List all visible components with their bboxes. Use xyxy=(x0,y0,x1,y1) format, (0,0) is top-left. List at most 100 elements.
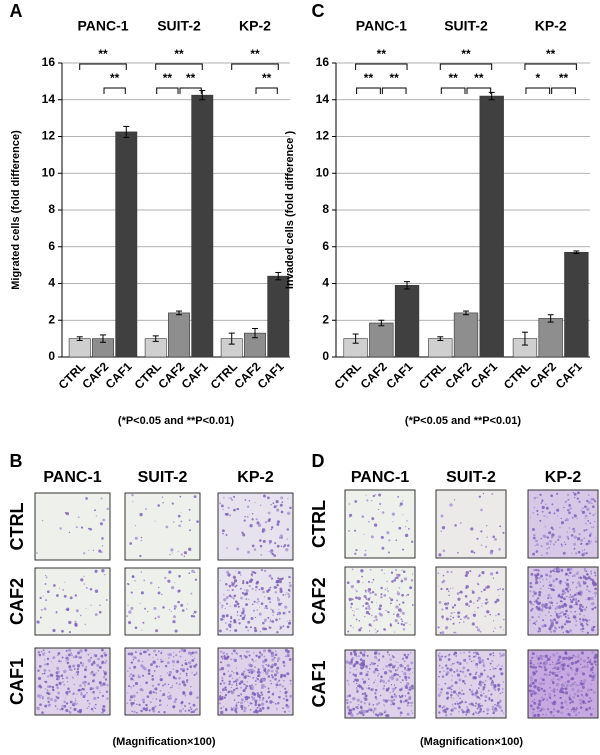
y-tick-label: 2 xyxy=(322,312,329,326)
stained-cell xyxy=(255,502,256,503)
stained-cell xyxy=(251,617,254,620)
stained-cell xyxy=(499,653,501,655)
stained-cell xyxy=(367,655,369,657)
stained-cell xyxy=(264,530,266,532)
stained-cell xyxy=(398,667,399,668)
stained-cell xyxy=(552,528,554,530)
stained-cell xyxy=(487,601,488,602)
stained-cell xyxy=(43,649,45,651)
stained-cell xyxy=(455,681,458,684)
stained-cell xyxy=(533,685,536,688)
stained-cell xyxy=(547,536,549,538)
stained-cell xyxy=(250,709,252,711)
stained-cell xyxy=(445,714,448,717)
bar xyxy=(539,318,563,357)
stained-cell xyxy=(189,509,191,511)
stained-cell xyxy=(589,707,591,709)
stained-cell xyxy=(268,675,271,678)
stained-cell xyxy=(221,677,223,679)
y-tick-label: 8 xyxy=(48,202,55,216)
stained-cell xyxy=(65,709,68,712)
stained-cell xyxy=(534,679,537,682)
stained-cell xyxy=(91,663,94,666)
significance-label: ** xyxy=(461,47,471,61)
stained-cell xyxy=(251,573,253,575)
stained-cell xyxy=(283,674,286,677)
stained-cell xyxy=(453,662,455,664)
stained-cell xyxy=(277,657,280,660)
stained-cell xyxy=(591,503,592,504)
stained-cell xyxy=(468,655,470,657)
stained-cell xyxy=(371,500,372,501)
stained-cell xyxy=(569,605,572,608)
stained-cell xyxy=(589,535,591,537)
stained-cell xyxy=(226,614,229,617)
stained-cell xyxy=(222,658,223,659)
significance-label: ** xyxy=(390,71,400,85)
stained-cell xyxy=(578,577,580,579)
stained-cell xyxy=(454,703,456,705)
stained-cell xyxy=(550,605,551,606)
stained-cell xyxy=(375,619,378,622)
stained-cell xyxy=(574,693,577,696)
significance-label: ** xyxy=(559,71,569,85)
stained-cell xyxy=(224,608,226,610)
stained-cell xyxy=(269,680,271,682)
stained-cell xyxy=(533,702,536,705)
significance-bracket xyxy=(180,88,201,94)
stained-cell xyxy=(444,683,446,685)
stained-cell xyxy=(275,670,278,673)
stained-cell xyxy=(233,496,235,498)
stained-cell xyxy=(380,596,382,598)
stained-cell xyxy=(582,507,584,509)
stained-cell xyxy=(579,699,582,702)
stained-cell xyxy=(225,708,227,710)
stained-cell xyxy=(538,703,541,706)
stained-cell xyxy=(180,604,183,607)
stained-cell xyxy=(552,662,553,663)
stained-cell xyxy=(382,680,385,683)
stained-cell xyxy=(571,700,574,703)
significance-bracket xyxy=(232,64,279,70)
stained-cell xyxy=(478,715,479,716)
stained-cell xyxy=(576,553,577,554)
stained-cell xyxy=(176,670,179,673)
stained-cell xyxy=(555,608,557,610)
stained-cell xyxy=(464,675,466,677)
stained-cell xyxy=(562,668,565,671)
stained-cell xyxy=(285,695,287,697)
stained-cell xyxy=(255,660,256,661)
stained-cell xyxy=(456,670,458,672)
stained-cell xyxy=(443,670,444,671)
stained-cell xyxy=(289,584,292,587)
stained-cell xyxy=(161,594,162,595)
stained-cell xyxy=(247,675,249,677)
stained-cell xyxy=(457,592,460,595)
stained-cell xyxy=(395,539,397,541)
stained-cell xyxy=(243,710,246,713)
stained-cell xyxy=(70,596,73,599)
stained-cell xyxy=(478,687,480,689)
stained-cell xyxy=(252,697,255,700)
stained-cell xyxy=(106,599,108,601)
stained-cell xyxy=(595,537,596,538)
stained-cell xyxy=(147,695,150,698)
stained-cell xyxy=(400,608,402,610)
stained-cell xyxy=(594,587,597,590)
stained-cell xyxy=(594,572,596,574)
stained-cell xyxy=(160,675,162,677)
stained-cell xyxy=(246,581,249,584)
stained-cell xyxy=(104,574,105,575)
stained-cell xyxy=(475,664,476,665)
stained-cell xyxy=(535,539,538,542)
stained-cell xyxy=(593,626,595,628)
stained-cell xyxy=(571,683,574,686)
stained-cell xyxy=(396,600,398,602)
stained-cell xyxy=(438,654,439,655)
stained-cell xyxy=(501,665,503,667)
stained-cell xyxy=(45,583,47,585)
stained-cell xyxy=(152,661,155,664)
stained-cell xyxy=(550,597,552,599)
stained-cell xyxy=(95,704,97,706)
stained-cell xyxy=(369,704,371,706)
